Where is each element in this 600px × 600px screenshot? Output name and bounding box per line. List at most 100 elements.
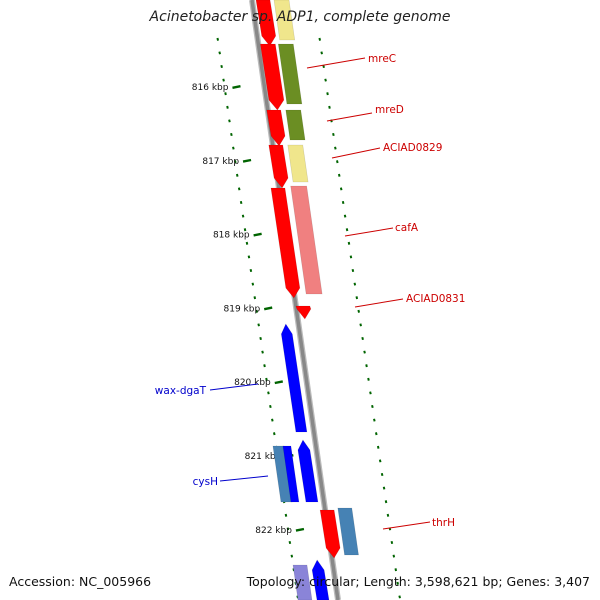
left-track-dot: [269, 404, 272, 409]
gene-label-aciad0831[interactable]: ACIAD0831: [406, 293, 465, 305]
gene-label-thrh[interactable]: thrH: [432, 517, 455, 529]
right-track-dot: [326, 92, 329, 96]
right-track-dot: [361, 336, 364, 341]
right-track-dot: [336, 160, 339, 164]
left-track-dot: [290, 554, 294, 558]
gene-label-wax-dgat[interactable]: wax-dgaT: [155, 385, 207, 397]
right-track-dot: [349, 255, 353, 259]
gene-block-ACIAD0829: [268, 144, 289, 189]
tick-mark: [295, 527, 305, 532]
right-track-dot: [392, 554, 396, 558]
feature-block-top: [273, 0, 296, 41]
right-track-dot: [328, 105, 331, 109]
left-track-dot: [237, 187, 241, 191]
right-track-dot: [369, 391, 372, 395]
right-track-dot: [318, 37, 322, 41]
tick-label: 820 kbp: [234, 378, 271, 388]
gene-label-mred[interactable]: mreD: [375, 104, 404, 116]
gene-block-cafA: [270, 187, 301, 299]
label-leader-line: [344, 227, 394, 237]
right-track-dot: [347, 241, 351, 245]
topology-text: Topology: circular; Length: 3,598,621 bp…: [246, 574, 590, 589]
left-track-dot: [247, 255, 251, 259]
feature-block-cafA: [290, 185, 323, 295]
left-track-dot: [249, 268, 253, 273]
right-track-dot: [365, 364, 368, 368]
left-track-dot: [251, 282, 255, 286]
left-track-dot: [235, 173, 239, 177]
left-track-dot: [220, 64, 223, 69]
right-track-dot: [371, 404, 374, 409]
right-track-dot: [398, 595, 401, 599]
genome-title: Acinetobacter sp. ADP1, complete genome: [149, 9, 451, 25]
label-leader-line: [219, 475, 269, 482]
left-track-dot: [232, 146, 235, 150]
right-track-dot: [373, 418, 376, 422]
gene-block-mreC: [259, 43, 285, 111]
feature-block-mreC: [277, 43, 303, 105]
left-track-dot: [241, 214, 245, 218]
feature-block-bottom: [292, 564, 313, 600]
tick-mark: [263, 306, 273, 311]
left-track-dot: [263, 364, 266, 368]
left-track-dot: [273, 432, 276, 436]
left-track-dot: [224, 92, 227, 96]
label-leader-line: [306, 57, 366, 69]
right-track-dot: [376, 445, 380, 449]
label-leader-line: [331, 147, 381, 159]
gene-label-aciad0829[interactable]: ACIAD0829: [383, 142, 442, 154]
left-track-dot: [222, 78, 225, 82]
right-track-dot: [357, 309, 361, 313]
backbone-line: [250, 0, 340, 600]
left-track-dot: [218, 51, 221, 55]
right-track-dot: [339, 187, 343, 191]
right-track-dot: [363, 350, 366, 354]
right-track-dot: [337, 173, 341, 177]
right-track-dot: [380, 472, 384, 477]
left-track-dot: [239, 200, 243, 205]
right-track-dot: [320, 51, 323, 55]
left-track-dot: [255, 309, 259, 313]
right-track-dot: [332, 132, 335, 137]
right-track-dot: [334, 146, 337, 150]
left-track-dot: [288, 540, 292, 545]
right-track-dot: [353, 282, 357, 286]
left-track-dot: [265, 377, 268, 381]
right-track-dot: [378, 459, 382, 463]
right-track-dot: [351, 268, 355, 273]
tick-label: 817 kbp: [202, 157, 239, 167]
gene-label-mrec[interactable]: mreC: [368, 53, 396, 65]
left-track-dot: [228, 119, 231, 123]
tick-mark: [242, 158, 252, 163]
right-track-dot: [355, 296, 359, 300]
gene-label-cysh[interactable]: cysH: [193, 476, 218, 488]
tick-label: 818 kbp: [213, 231, 250, 241]
tick-mark: [232, 85, 241, 89]
left-track-dot: [234, 160, 237, 164]
feature-block-thrH: [337, 507, 359, 556]
gene-block-bottom: [311, 559, 330, 600]
gene-block-mreD: [266, 109, 286, 147]
left-track-dot: [267, 391, 270, 395]
left-track-dot: [261, 350, 264, 354]
right-track-dot: [359, 323, 362, 327]
right-track-dot: [394, 568, 398, 572]
left-track-dot: [245, 241, 249, 245]
feature-block-ACIAD0829: [287, 144, 309, 183]
gene-label-cafa[interactable]: cafA: [395, 222, 419, 234]
gene-block-wax-dgaT: [280, 323, 308, 433]
label-leader-line: [382, 521, 431, 530]
gene-block-thrH: [319, 509, 341, 559]
label-leader-line: [354, 298, 404, 308]
right-track-dot: [345, 228, 349, 232]
gene-block-cysH: [282, 445, 300, 503]
gene-block-top: [255, 0, 277, 47]
gene-block-cysH-2: [297, 439, 319, 503]
right-track-dot: [382, 486, 386, 490]
left-track-dot: [271, 418, 274, 422]
left-track-dot: [284, 513, 288, 517]
right-track-dot: [367, 377, 370, 381]
gene-block-ACIAD0831: [295, 305, 312, 320]
